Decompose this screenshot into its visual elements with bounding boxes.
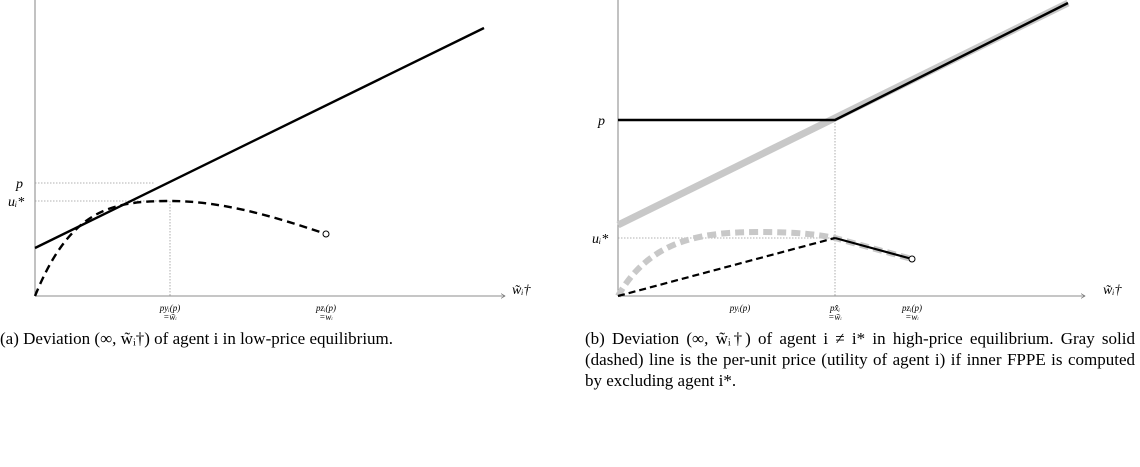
- utility-curve: [33, 199, 327, 297]
- y-label: p: [15, 177, 23, 192]
- x-label: pyᵢ(p): [159, 303, 180, 313]
- gray-utility-curve: [615, 228, 913, 298]
- x-label: pzᵢ(p): [315, 303, 336, 313]
- utility-line: [617, 236, 836, 298]
- x-label: px̂ᵢ: [829, 303, 840, 313]
- x-label: pyᵢ(p): [729, 303, 750, 313]
- x-axis-label: w̃ᵢ†: [512, 283, 532, 298]
- x-label: =w̃ᵢ: [828, 312, 842, 320]
- y-label: p: [597, 114, 605, 129]
- price-line: [618, 1, 1069, 122]
- figure: p uᵢ* w̃ᵢ† pyᵢ(p) =w̃ᵢ pzᵢ(p) =wᵢ p uᵢ* …: [8, 0, 1123, 320]
- utility-line: [834, 236, 913, 261]
- panel-a: p uᵢ* w̃ᵢ† pyᵢ(p) =w̃ᵢ pzᵢ(p) =wᵢ: [8, 0, 532, 320]
- x-label: =wᵢ: [319, 312, 333, 320]
- end-point: [322, 230, 330, 238]
- x-axis-label: w̃ᵢ†: [1103, 283, 1123, 298]
- x-label: =w̃ᵢ: [163, 312, 177, 320]
- price-line: [34, 26, 485, 250]
- x-label: pzᵢ(p): [901, 303, 922, 313]
- x-label: =wᵢ: [905, 312, 919, 320]
- y-label: uᵢ*: [8, 195, 24, 210]
- caption: (a) Deviation (∞, w̃ᵢ†) of agent i in lo…: [0, 329, 394, 348]
- end-point: [908, 255, 916, 263]
- panel-b: p uᵢ* w̃ᵢ† pyᵢ(p) px̂ᵢ =w̃ᵢ pzᵢ(p) =wᵢ: [592, 0, 1123, 320]
- y-label: uᵢ*: [592, 232, 608, 247]
- caption: (b) Deviation (∞, w̃ᵢ†) of agent i ≠ i* …: [585, 329, 1135, 390]
